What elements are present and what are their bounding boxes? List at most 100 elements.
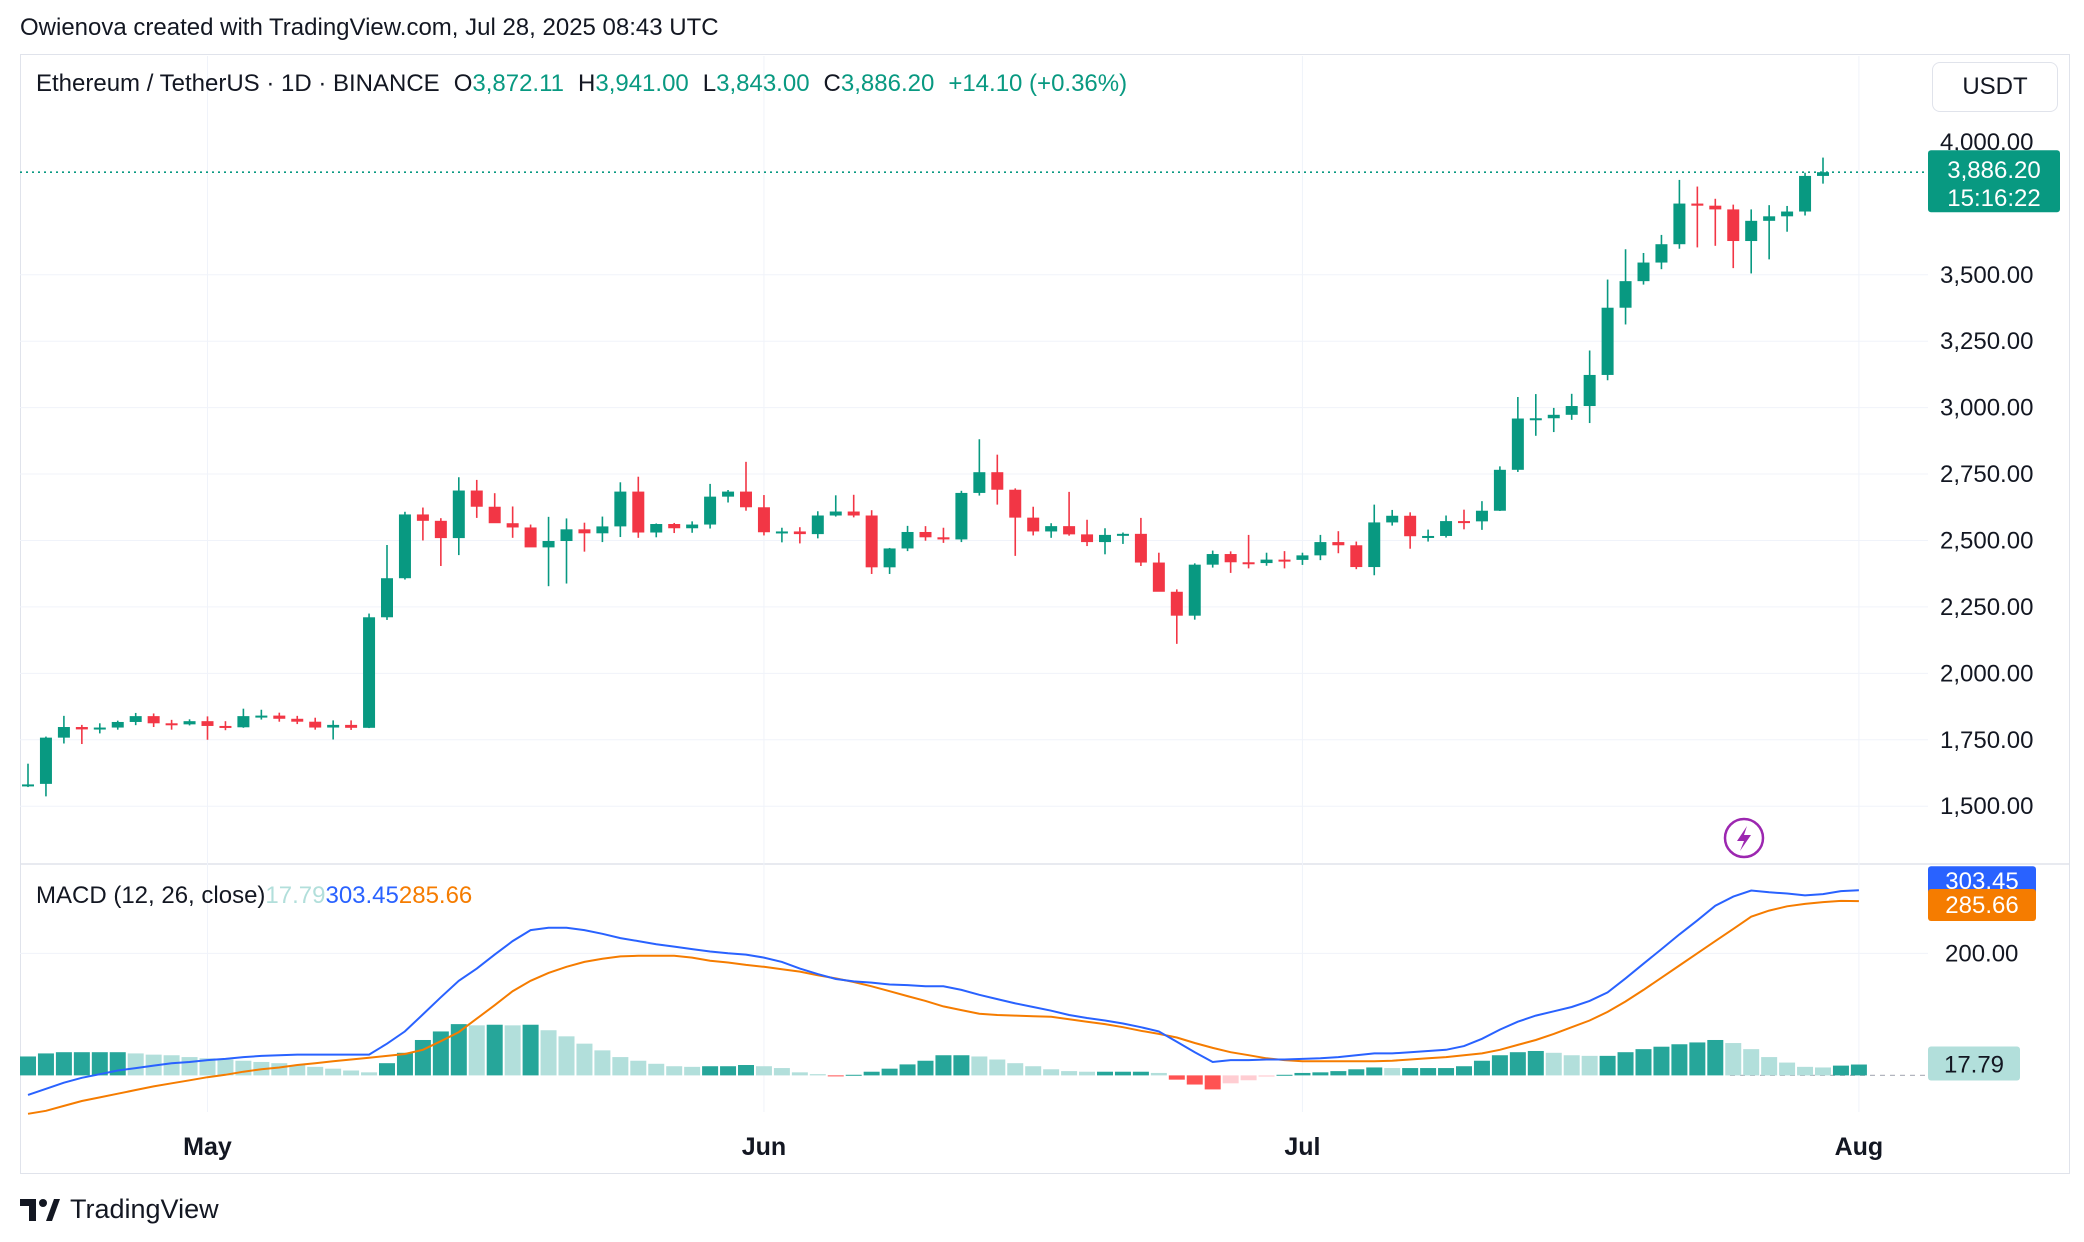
candle-body <box>1170 591 1183 616</box>
candle <box>811 511 824 539</box>
macd-histogram-bar <box>1671 1044 1688 1076</box>
macd-hist-tag: 17.79 <box>1928 1046 2020 1081</box>
macd-histogram-bar <box>1581 1055 1598 1076</box>
candle <box>488 493 501 524</box>
macd-histogram-bar <box>1222 1075 1239 1084</box>
macd-histogram-bar <box>73 1052 90 1076</box>
macd-signal-value: 285.66 <box>398 882 473 909</box>
tradingview-branding[interactable]: TradingView <box>20 1194 219 1225</box>
candle <box>1009 488 1022 556</box>
candle <box>865 510 878 574</box>
candle-body <box>632 491 645 533</box>
macd-histogram-bar <box>1114 1071 1131 1076</box>
macd-histogram-bar <box>325 1068 342 1076</box>
candle-body <box>1332 542 1345 546</box>
candle-body <box>686 524 699 529</box>
macd-histogram-bar <box>1384 1068 1401 1076</box>
macd-histogram-bar <box>1025 1066 1042 1076</box>
macd-histogram-bar <box>630 1060 647 1076</box>
macd-histogram-bar <box>1491 1055 1508 1076</box>
currency-selector[interactable]: USDT <box>1932 62 2058 112</box>
candle-body <box>129 716 142 722</box>
bar-countdown: 15:16:22 <box>1947 185 2040 212</box>
candle-body <box>1547 414 1560 419</box>
candle-body <box>829 511 842 516</box>
macd-title[interactable]: MACD (12, 26, close) <box>36 882 266 909</box>
macd-histogram-bar <box>1438 1068 1455 1076</box>
last-price-tag-value: 3,886.20 <box>1947 157 2040 184</box>
candle <box>560 518 573 584</box>
price-tick-label: 2,750.00 <box>1940 461 2033 488</box>
candle <box>1691 186 1704 248</box>
macd-histogram-bar <box>91 1052 108 1076</box>
candle-body <box>793 531 806 535</box>
candle-body <box>75 727 88 730</box>
high-value: 3,941.00 <box>595 70 689 97</box>
candle-body <box>1027 517 1040 532</box>
candle-body <box>237 716 250 728</box>
macd-histogram-bar <box>414 1039 431 1076</box>
candle <box>291 715 304 725</box>
candle-body <box>291 718 304 722</box>
macd-histogram-bar <box>576 1043 593 1076</box>
time-tick-label: Aug <box>1835 1133 1884 1161</box>
candle <box>1781 205 1794 232</box>
macd-histogram-bar <box>181 1057 198 1076</box>
candle-body <box>578 529 591 534</box>
candle-body <box>201 721 214 726</box>
candle <box>165 719 178 730</box>
candle <box>1296 552 1309 565</box>
candle-body <box>1637 262 1650 282</box>
candle-body <box>470 490 483 507</box>
candle-body <box>1475 510 1488 522</box>
candle <box>1619 249 1632 325</box>
candle <box>1493 466 1506 511</box>
low-value: 3,843.00 <box>716 70 810 97</box>
candle-body <box>506 523 519 528</box>
macd-histogram-bar <box>1473 1060 1490 1076</box>
candle <box>57 715 70 744</box>
candle <box>650 523 663 538</box>
time-tick-label: Jul <box>1284 1133 1320 1161</box>
candle-body <box>255 715 268 718</box>
candle <box>273 712 286 722</box>
candle <box>1727 204 1740 269</box>
candle-body <box>542 541 555 548</box>
candle <box>39 736 52 797</box>
candle-body <box>1099 534 1111 543</box>
lightning-event-icon[interactable] <box>1723 817 1765 859</box>
candle-body <box>39 737 52 784</box>
candle-body <box>165 723 178 726</box>
macd-histogram-bar <box>1725 1043 1742 1076</box>
candle-body <box>560 529 573 542</box>
macd-histogram-bar <box>881 1068 898 1076</box>
candle-body <box>93 727 106 730</box>
candle <box>955 490 968 543</box>
candle-body <box>865 515 878 568</box>
macd-histogram-bar <box>1617 1052 1634 1076</box>
candle <box>381 545 393 620</box>
candle <box>1475 501 1488 530</box>
candle <box>219 721 232 731</box>
candle <box>22 763 34 788</box>
candle <box>919 526 932 541</box>
macd-histogram-bar <box>827 1075 844 1077</box>
symbol-name[interactable]: Ethereum / TetherUS · 1D · BINANCE <box>36 70 440 97</box>
candle-body <box>1817 172 1829 176</box>
candle-body <box>614 491 627 527</box>
price-tick-label: 1,500.00 <box>1940 793 2033 820</box>
macd-histogram-bar <box>809 1074 826 1076</box>
candle <box>1637 252 1650 285</box>
candle <box>1314 534 1327 561</box>
macd-tick-label: 200.00 <box>1945 940 2018 967</box>
macd-histogram-bar <box>486 1024 503 1076</box>
candle-body <box>1709 205 1722 210</box>
candle-body <box>345 724 358 728</box>
macd-histogram-bar <box>971 1056 988 1076</box>
macd-histogram-bar <box>1402 1068 1419 1076</box>
candle-body <box>1152 562 1165 592</box>
candle-body <box>757 507 770 533</box>
grid-lines <box>20 56 2070 1112</box>
macd-histogram-bar <box>989 1059 1006 1076</box>
